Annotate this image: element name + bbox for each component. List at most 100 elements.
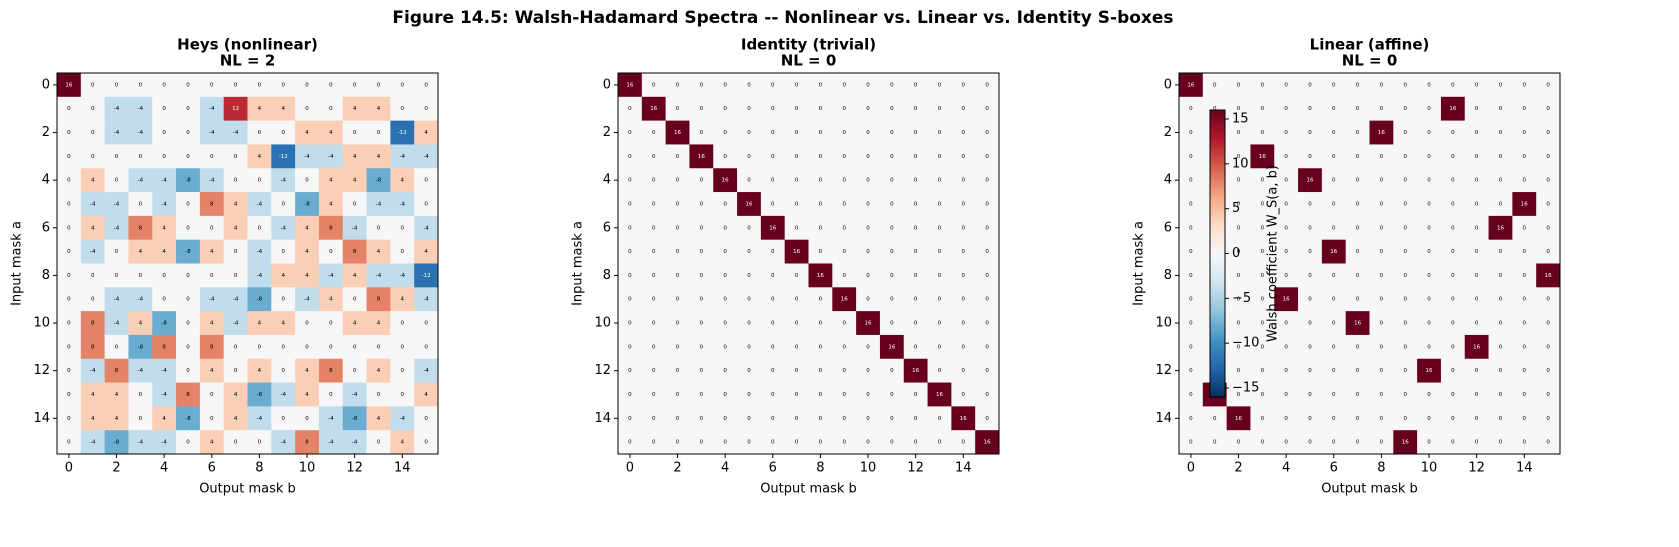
heatmap-cell	[366, 358, 391, 383]
heatmap-cell	[1464, 406, 1489, 431]
y-axis-label: Input mask a	[571, 221, 586, 306]
heatmap-cell	[1464, 168, 1489, 193]
cell-label: 0	[1213, 106, 1217, 112]
cell-label: 0	[938, 154, 942, 160]
cell-label: 0	[210, 392, 214, 398]
heatmap-cell	[1440, 311, 1466, 336]
heatmap-cell	[975, 406, 1000, 431]
heatmap-cell	[808, 168, 833, 193]
cell-label: 0	[747, 178, 751, 184]
heatmap-cell	[342, 287, 367, 312]
figure-title: Figure 14.5: Walsh-Hadamard Spectra -- N…	[392, 8, 1173, 28]
heatmap-cell	[784, 168, 809, 193]
cell-label: 0	[234, 82, 238, 88]
heatmap-cell	[641, 334, 666, 360]
cell-label: 0	[795, 321, 799, 327]
heatmap-cell	[1369, 263, 1394, 288]
heatmap-cell	[903, 215, 928, 240]
heatmap-cell	[152, 406, 177, 431]
heatmap-cell	[390, 120, 415, 145]
heatmap-cell	[975, 287, 1000, 312]
heatmap-cell	[199, 263, 224, 288]
cell-label: 0	[91, 130, 95, 136]
heatmap-cell	[927, 263, 952, 288]
cell-label: 0	[652, 321, 656, 327]
heatmap-cell	[1512, 311, 1537, 336]
heatmap-cell	[951, 358, 976, 383]
heatmap-cell	[390, 406, 415, 431]
heatmap-cell	[1488, 263, 1513, 288]
heatmap-cell	[641, 192, 666, 217]
cell-label: 4	[258, 106, 262, 112]
cell-label: 4	[91, 416, 95, 422]
cell-label: -4	[304, 154, 310, 160]
cell-label: 0	[890, 297, 894, 303]
cell-label: 0	[210, 154, 214, 160]
heatmap-cell	[247, 144, 272, 169]
heatmap-cell	[223, 120, 248, 145]
heatmap-cell	[80, 215, 105, 240]
heatmap-cell	[152, 263, 177, 288]
heatmap-cell	[342, 96, 367, 121]
cell-label: 0	[1261, 344, 1265, 350]
cell-label: 0	[1403, 106, 1407, 112]
cell-label: 0	[985, 273, 989, 279]
cell-label: 0	[234, 368, 238, 374]
cell-label: 8	[186, 392, 190, 398]
y-tick-label: 6	[603, 220, 611, 235]
heatmap-cell	[1202, 73, 1227, 98]
heatmap-cell	[390, 287, 415, 312]
heatmap-cell	[951, 73, 976, 98]
cell-label: 0	[700, 249, 704, 255]
cell-label: 0	[866, 130, 870, 136]
heatmap-cell	[295, 334, 320, 360]
heatmap-cell	[784, 358, 809, 383]
heatmap-cell	[57, 263, 82, 288]
cell-label: 4	[353, 154, 357, 160]
heatmap-cell	[879, 215, 905, 240]
cell-label: 0	[353, 297, 357, 303]
cell-label: -12	[279, 154, 288, 160]
cell-label: 4	[91, 392, 95, 398]
heatmap-cell	[1536, 192, 1561, 217]
heatmap-cell	[784, 96, 809, 121]
x-tick-label: 8	[816, 461, 824, 476]
cell-label: 0	[676, 416, 680, 422]
heatmap-cell	[1488, 96, 1513, 121]
cell-label: 0	[1213, 440, 1217, 446]
heatmap-cell	[223, 287, 248, 312]
cell-label: 0	[1308, 273, 1312, 279]
cell-label: 0	[1189, 106, 1193, 112]
heatmap-cell	[1488, 334, 1513, 360]
heatmap-cell	[1321, 192, 1346, 217]
cell-label: 0	[1499, 82, 1503, 88]
cell-label: 0	[842, 178, 846, 184]
heatmap-cell	[713, 215, 738, 240]
cell-label: 0	[962, 154, 966, 160]
heatmap-cell	[414, 358, 439, 383]
heatmap-cell	[975, 120, 1000, 145]
cell-label: 0	[162, 297, 166, 303]
cell-label: 0	[1332, 178, 1336, 184]
heatmap-cell	[737, 239, 762, 264]
heatmap-cell	[80, 192, 105, 217]
heatmap-cell	[1440, 239, 1466, 264]
cell-label: -4	[280, 392, 286, 398]
heatmap-cell	[80, 406, 105, 431]
heatmap-cell	[879, 73, 905, 98]
heatmap-cell	[223, 215, 248, 240]
cell-label: 0	[890, 225, 894, 231]
heatmap-cell	[1226, 168, 1251, 193]
cell-label: 0	[771, 154, 775, 160]
cell-label: 0	[723, 344, 727, 350]
cell-label: 0	[1403, 225, 1407, 231]
cell-label: 0	[329, 321, 333, 327]
cell-label: 0	[329, 344, 333, 350]
heatmap-cell	[737, 192, 762, 217]
heatmap-cell	[199, 382, 224, 407]
cell-label: 0	[890, 106, 894, 112]
cell-label: 0	[914, 273, 918, 279]
heatmap-cell	[318, 430, 344, 455]
cell-label: 0	[676, 201, 680, 207]
